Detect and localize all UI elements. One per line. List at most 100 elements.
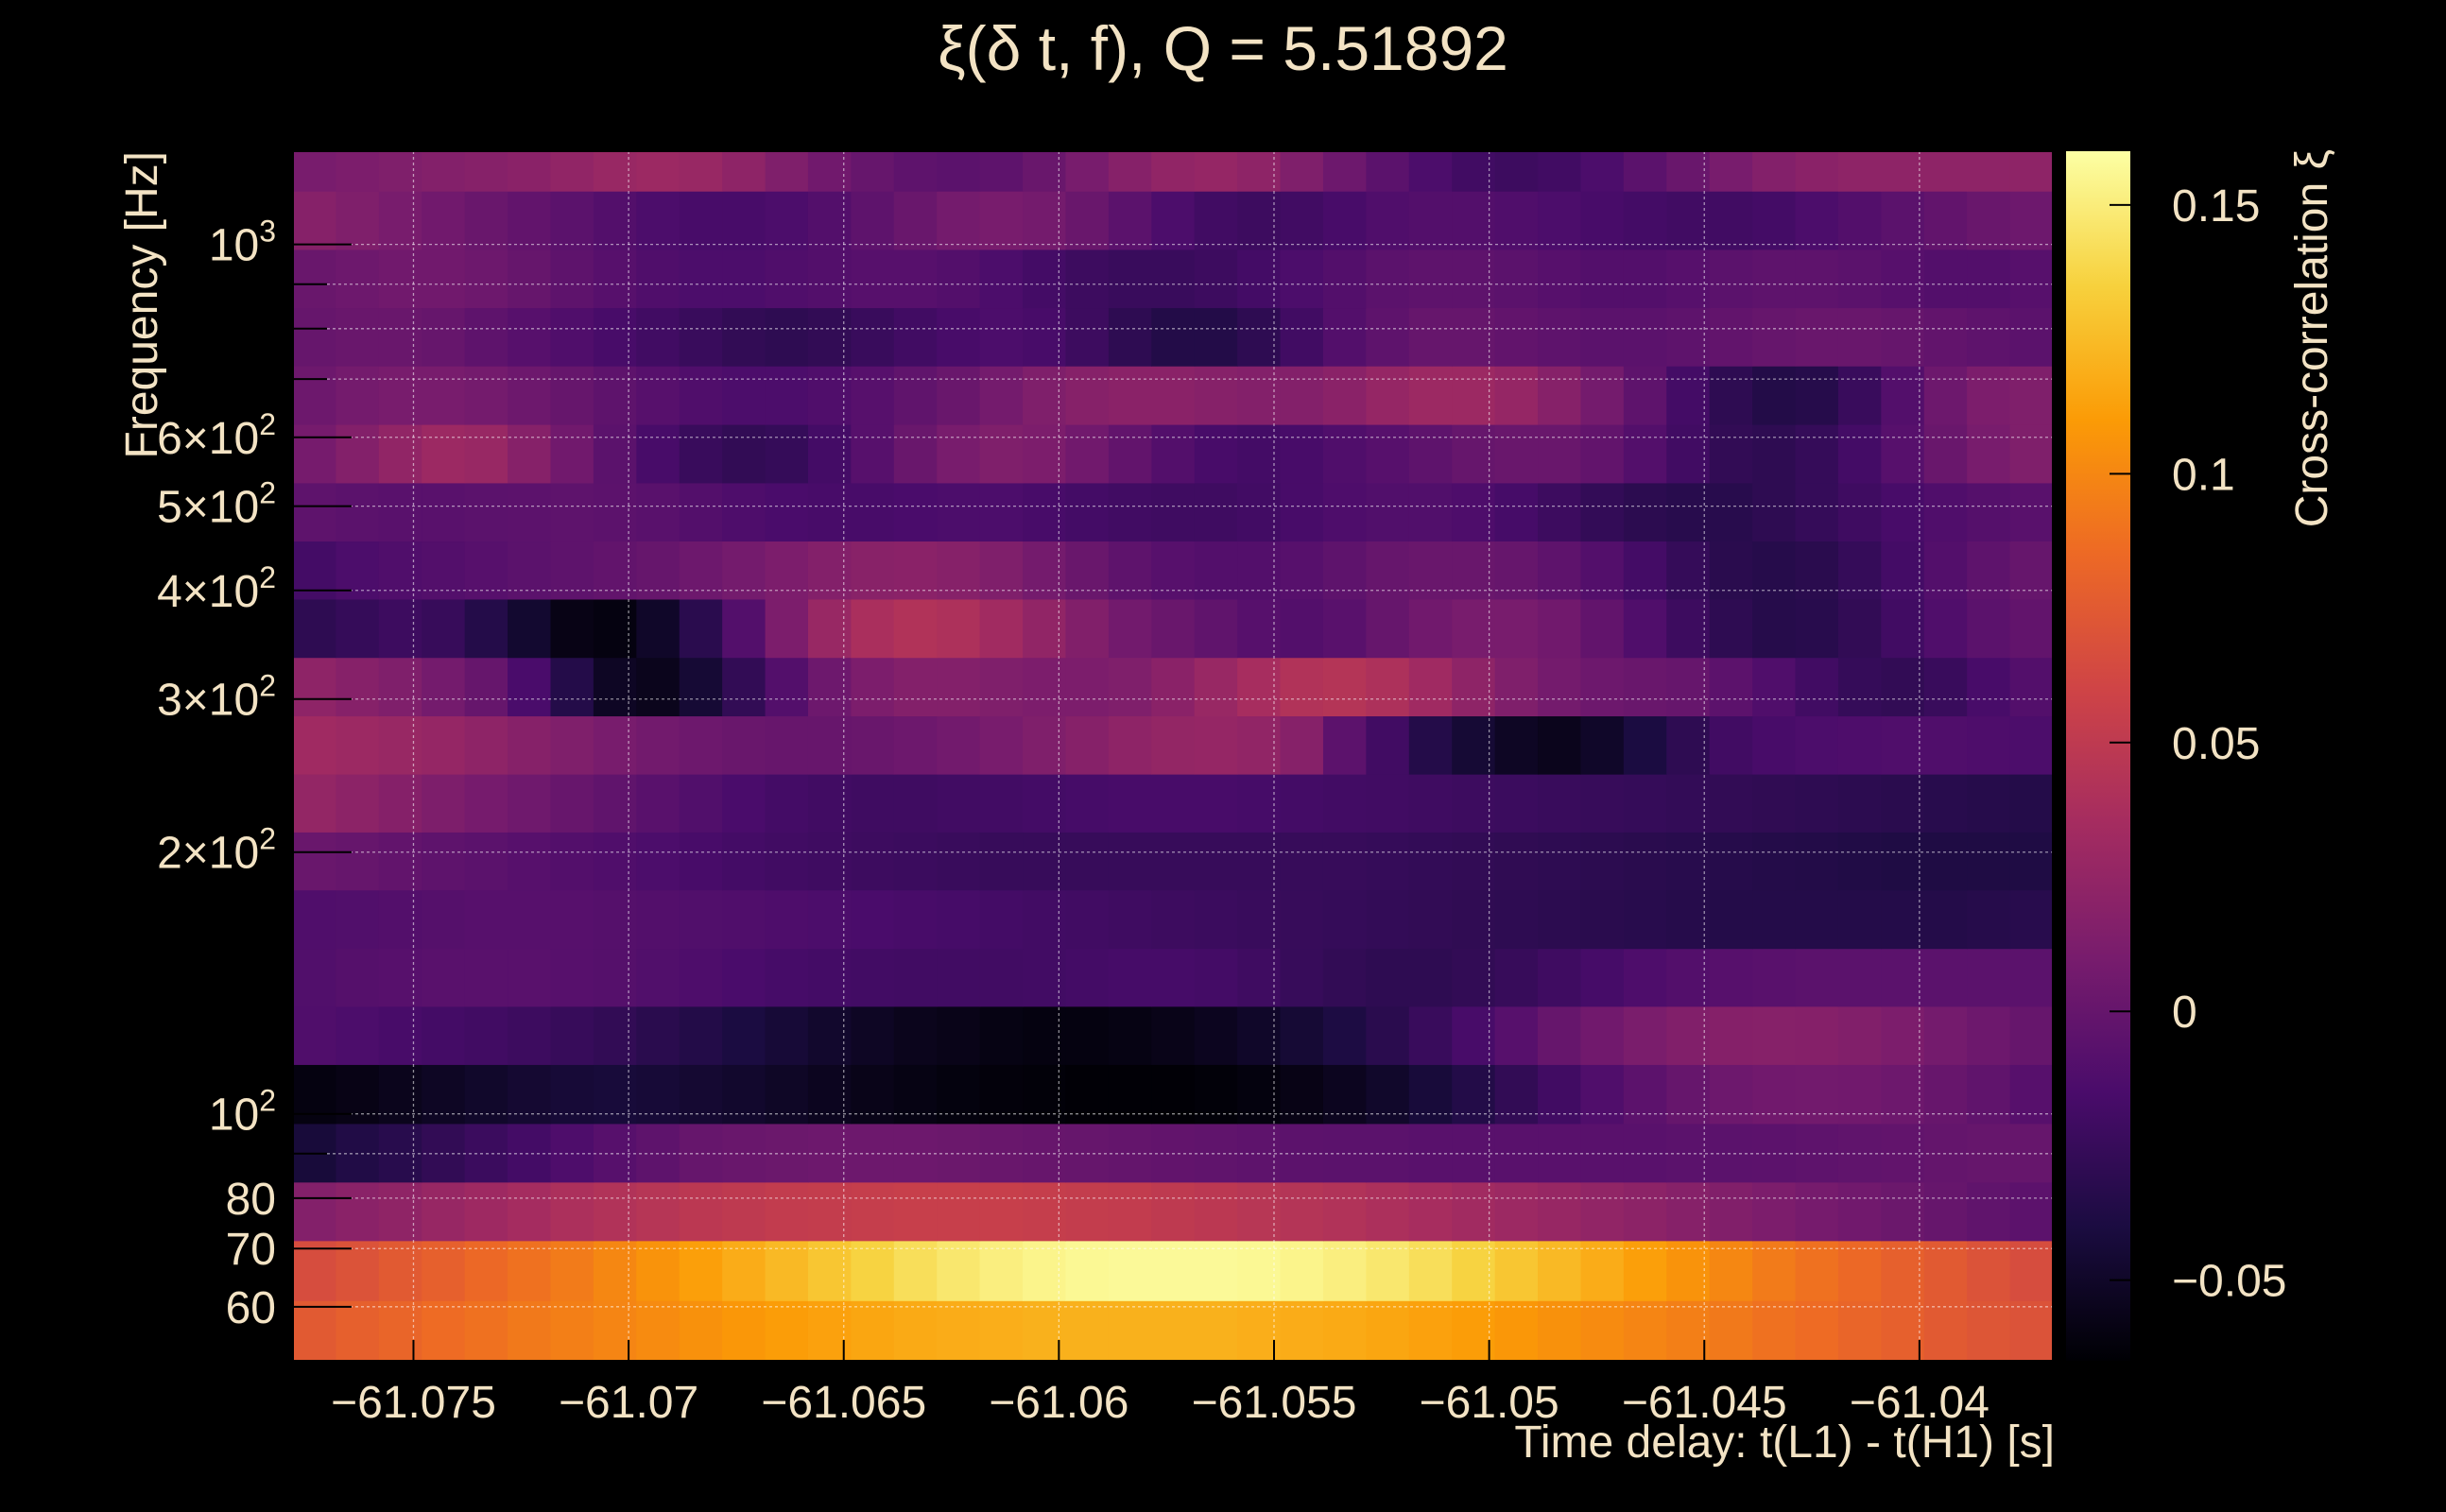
heatmap-cell [1881,541,1925,600]
heatmap-cell [1452,151,1496,192]
heatmap-cell [679,1240,723,1301]
heatmap-cell [979,1005,1024,1065]
heatmap-cell [1408,366,1453,425]
heatmap-cell [893,249,938,309]
heatmap-cell [636,715,680,775]
heatmap-cell [1580,424,1625,484]
heatmap-cell [807,715,852,775]
chart-title: ξ(δ t, f), Q = 5.51892 [938,13,1508,83]
heatmap-cell [1023,657,1067,717]
heatmap-cell [1967,1064,2011,1125]
heatmap-cell [722,1181,767,1242]
heatmap-cell [1322,1123,1367,1183]
heatmap-cell [979,541,1024,600]
heatmap-cell [1194,774,1238,833]
heatmap-cell [1280,541,1324,600]
heatmap-cell [1023,832,1067,891]
heatmap-cell [1408,1064,1453,1125]
heatmap-cell [851,191,895,250]
heatmap-cell [1366,889,1410,950]
heatmap-cell [1752,832,1797,891]
heatmap-cell [1580,151,1625,192]
heatmap-cell [378,1300,422,1362]
heatmap-cell [1967,774,2011,833]
heatmap-cell [1408,307,1453,367]
heatmap-cell [1452,1005,1496,1065]
heatmap-cell [1194,307,1238,367]
heatmap-cell [1065,151,1110,192]
heatmap-cell [593,1300,637,1362]
heatmap-cell [2009,151,2054,192]
heatmap-cell [979,1181,1024,1242]
heatmap-cell [1709,307,1753,367]
heatmap-cell [293,832,337,891]
heatmap-cell [464,482,508,542]
heatmap-cell [1881,1005,1925,1065]
heatmap-cell [1837,1181,1882,1242]
heatmap-cell [1623,657,1667,717]
heatmap-cell [1494,541,1539,600]
heatmap-cell [1452,307,1496,367]
heatmap-cell [1752,366,1797,425]
heatmap-cell [765,541,809,600]
heatmap-cell [593,948,637,1007]
heatmap-cell [593,1005,637,1065]
heatmap-cell [1538,366,1582,425]
heatmap-cell [807,832,852,891]
heatmap-cell [1452,191,1496,250]
heatmap-cell [1881,366,1925,425]
heatmap-cell [1709,1064,1753,1125]
heatmap-cell [422,366,466,425]
heatmap-cell [1709,1005,1753,1065]
heatmap-cell [893,151,938,192]
heatmap-cell [1065,1123,1110,1183]
heatmap-cell [851,598,895,659]
heatmap-cell [1967,307,2011,367]
heatmap-cell [1280,1123,1324,1183]
heatmap-cell [1452,482,1496,542]
heatmap-cell [422,541,466,600]
heatmap-cell [1366,832,1410,891]
heatmap-cell [1452,424,1496,484]
heatmap-cell [1580,948,1625,1007]
heatmap-cell [765,1005,809,1065]
heatmap-cell [1795,889,1839,950]
heatmap-cell [1967,366,2011,425]
heatmap-cell [1408,424,1453,484]
heatmap-cell [1967,1123,2011,1183]
heatmap-cell [1280,715,1324,775]
heatmap-cell [593,249,637,309]
colorbar-tick-label: 0.05 [2172,719,2260,769]
heatmap-cell [1322,1240,1367,1301]
heatmap-cell [550,1181,594,1242]
heatmap-cell [1837,657,1882,717]
heatmap-cell [979,715,1024,775]
heatmap-cell [1023,366,1067,425]
heatmap-cell [1923,1240,1968,1301]
heatmap-cell [1752,889,1797,950]
heatmap-cell [1452,889,1496,950]
heatmap-cell [1065,1240,1110,1301]
x-tick-label: −61.07 [559,1378,698,1428]
heatmap-cell [1194,1123,1238,1183]
heatmap-cell [1923,657,1968,717]
heatmap-cell [422,657,466,717]
heatmap-cell [550,424,594,484]
heatmap-cell [1666,1064,1711,1125]
heatmap-cell [1923,1300,1968,1362]
heatmap-cell [979,307,1024,367]
heatmap-cell [1752,598,1797,659]
heatmap-cell [937,948,981,1007]
heatmap-cell [1837,424,1882,484]
heatmap-cell [979,774,1024,833]
x-tick-label: −61.075 [331,1378,496,1428]
heatmap-cell [550,1123,594,1183]
heatmap-cell [336,1181,380,1242]
heatmap-cell [1795,366,1839,425]
heatmap-cell [1666,541,1711,600]
heatmap-cell [1623,598,1667,659]
heatmap-cell [508,249,552,309]
heatmap-cell [1538,191,1582,250]
heatmap-cell [508,307,552,367]
heatmap-cell [1538,948,1582,1007]
